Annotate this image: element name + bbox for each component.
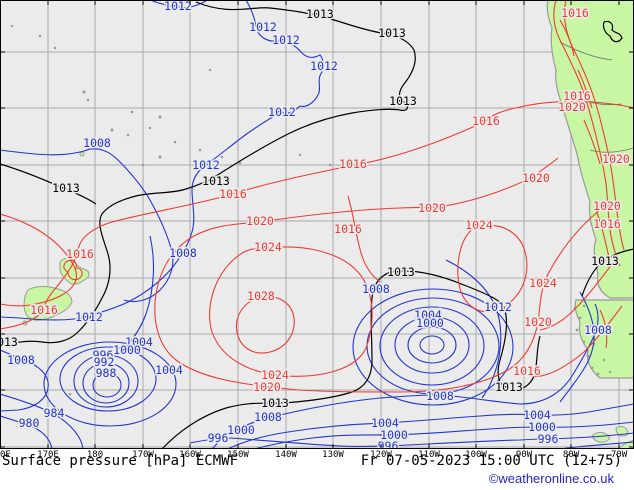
isobar-label-1004: 1004 (155, 363, 183, 377)
isobar-label-992: 992 (94, 355, 115, 369)
isobar-label-996: 996 (208, 431, 229, 445)
isobar-label-1013: 1013 (261, 396, 289, 410)
isobar-value-labels: 1012101210121012101210121008100810121008… (0, 0, 631, 449)
isobar-label-1016: 1016 (219, 187, 247, 201)
isobar-label-1000: 1000 (528, 420, 556, 434)
isobar-label-1008: 1008 (584, 323, 612, 337)
fiji-island (79, 151, 85, 157)
isobars-red (0, 0, 634, 393)
map-canvas: 1012101210121012101210121008100810121008… (0, 0, 634, 449)
isobar-label-1028: 1028 (247, 289, 275, 303)
graticule-grid (0, 0, 634, 449)
isobar-label-1012: 1012 (192, 158, 220, 172)
isobar-label-1012: 1012 (268, 105, 296, 119)
isobar-label-1008: 1008 (254, 410, 282, 424)
isobar-label-1013: 1013 (389, 94, 417, 108)
isobar-label-1004: 1004 (414, 308, 442, 322)
lon-tick-label: 170E (37, 450, 59, 460)
pressure-map: 1012 1012 1012 1012 1012 1012 1008 1008 1012 1008… (0, 0, 634, 449)
lon-tick-label: 170W (132, 450, 154, 460)
lon-tick-label: 120W (370, 450, 392, 460)
isobar-label-1004: 1004 (371, 416, 399, 430)
isobar-label-1004: 1004 (523, 408, 551, 422)
isobar-label-1013: 1013 (202, 174, 230, 188)
isobar-label-1020: 1020 (593, 199, 621, 213)
pacific-island-specks (10, 24, 332, 396)
isobar-label-1008: 1008 (169, 246, 197, 260)
isobar-label-980: 980 (19, 416, 40, 430)
isobar-label-996: 996 (93, 348, 114, 362)
isobar-label-1020: 1020 (602, 152, 630, 166)
isobar-label-1013: 1013 (0, 335, 18, 349)
lon-tick-label: 150W (227, 450, 249, 460)
isobar-label-1000: 1000 (380, 428, 408, 442)
isobar-label-1012: 1012 (249, 20, 277, 34)
isobar-label-1012: 1012 (164, 0, 192, 13)
isobar-label-1016: 1016 (339, 157, 367, 171)
isobar-label-1000: 1000 (113, 343, 141, 357)
lon-tick-label: 130W (322, 450, 344, 460)
copyright-text: ©weatheronline.co.uk (488, 471, 614, 486)
isobar-label-1020: 1020 (246, 214, 274, 228)
lon-tick-label: 90W (515, 450, 533, 460)
isobar-label-1016: 1016 (561, 6, 589, 20)
isobar-label-1000: 1000 (227, 423, 255, 437)
isobar-label-1008: 1008 (426, 389, 454, 403)
isobar-label-1020: 1020 (524, 315, 552, 329)
isobar-label-1008: 1008 (362, 282, 390, 296)
isobar-label-1020: 1020 (253, 380, 281, 394)
isobar-label-1000: 1000 (416, 316, 444, 330)
lon-tick-label: 110W (418, 450, 440, 460)
isobar-label-1013: 1013 (306, 7, 334, 21)
isobar-label-996: 996 (378, 439, 399, 449)
patagonia-fjord-specks (573, 304, 612, 376)
isobar-label-1012: 1012 (484, 300, 512, 314)
isobar-label-1008: 1008 (83, 136, 111, 150)
isobar-label-1020: 1020 (558, 100, 586, 114)
lon-tick-label: 160W (179, 450, 201, 460)
isobar-label-1016: 1016 (334, 222, 362, 236)
lon-tick-label: 70W (610, 450, 628, 460)
isobar-label-1012: 1012 (75, 310, 103, 324)
isobar-label-1016: 1016 (30, 303, 58, 317)
lon-tick-label: 140W (275, 450, 297, 460)
lon-tick-label: 100W (465, 450, 487, 460)
isobar-label-1013: 1013 (378, 26, 406, 40)
isobar-label-1012: 1012 (310, 59, 338, 73)
lon-tick-label: 160E (0, 450, 11, 460)
isobar-label-1016: 1016 (472, 114, 500, 128)
lon-tick-label: 180 (86, 450, 104, 460)
map-datetime: Fr 07-05-2023 15:00 UTC (12+75) (360, 453, 622, 469)
isobar-label-1020: 1020 (418, 201, 446, 215)
isobar-label-1013: 1013 (387, 265, 415, 279)
isobar-label-1012: 1012 (272, 33, 300, 47)
isobar-label-1024: 1024 (254, 240, 282, 254)
isobar-label-984: 984 (44, 406, 65, 420)
isobar-label-996: 996 (538, 432, 559, 446)
south-america-land (546, 0, 634, 299)
isobar-label-1004: 1004 (125, 335, 153, 349)
isobar-label-1013: 1013 (495, 380, 523, 394)
map-title: Surface pressure [hPa] ECMWF (2, 453, 239, 469)
isobar-label-1024: 1024 (261, 368, 289, 382)
isobar-label-1013: 1013 (591, 254, 619, 268)
isobar-label-1024: 1024 (465, 218, 493, 232)
isobar-label-1016: 1016 (513, 364, 541, 378)
isobar-label-988: 988 (96, 366, 117, 380)
isobar-label-1020: 1020 (522, 171, 550, 185)
lake-titicaca (602, 20, 623, 43)
isobar-label-1016: 1016 (563, 89, 591, 103)
lon-tick-label: 80W (562, 450, 580, 460)
longitude-tick-labels: 160E 170E 180 170W 160W 150W 140W 130W 120W 110W 1… (0, 450, 634, 462)
isobar-label-1016: 1016 (66, 247, 94, 261)
isobar-label-1008: 1008 (7, 353, 35, 367)
isobar-label-1016: 1016 (593, 217, 621, 231)
isobars-black-1013 (0, 1, 634, 449)
isobar-label-1024: 1024 (529, 276, 557, 290)
isobar-label-1013: 1013 (52, 181, 80, 195)
